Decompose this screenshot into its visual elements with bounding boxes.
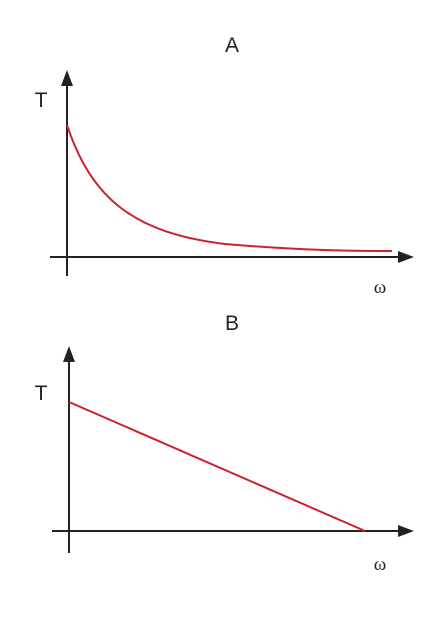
plot-title: A — [225, 34, 239, 57]
arrow-head — [398, 525, 414, 537]
plot-a: A T ω — [35, 34, 414, 298]
arrow-head — [63, 346, 75, 362]
decay-curve — [66, 124, 393, 252]
linear-line — [68, 401, 366, 532]
arrow-head — [398, 251, 414, 263]
y-axis-label: T — [35, 382, 48, 405]
y-axis-label: T — [35, 89, 48, 112]
x-axis-label: ω — [374, 277, 387, 298]
x-axis-label: ω — [374, 554, 387, 575]
arrow-head — [61, 70, 73, 86]
plot-title: B — [225, 312, 239, 335]
plot-b: B T ω — [35, 312, 414, 575]
